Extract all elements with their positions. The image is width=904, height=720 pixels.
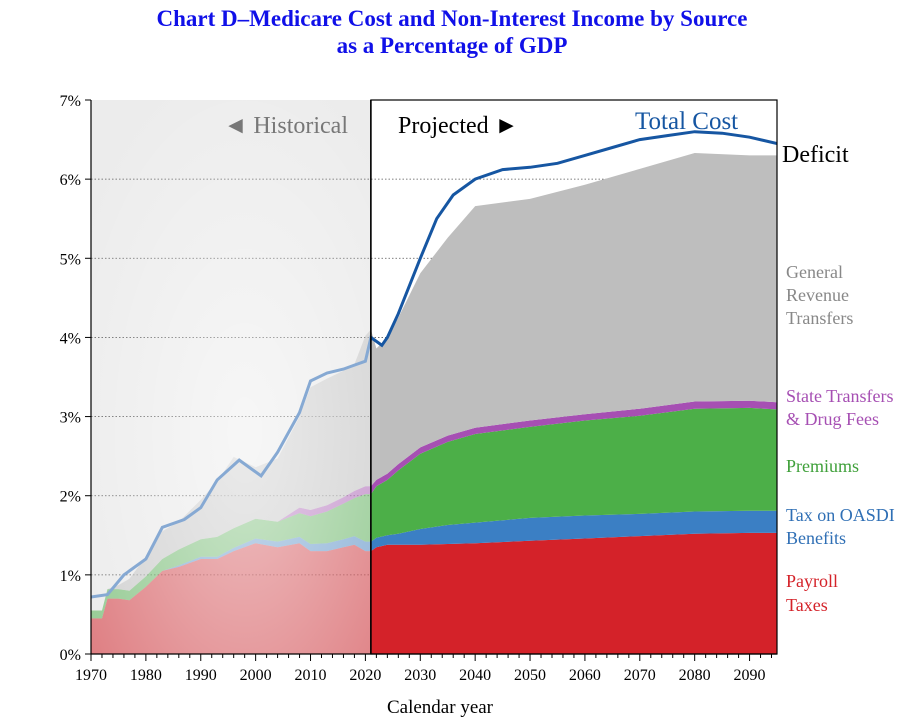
state-transfers-label-line1: State Transfers	[786, 386, 894, 406]
x-tick-label: 2020	[349, 667, 381, 684]
x-tick-label: 1980	[130, 667, 162, 684]
general-revenue-label: General Revenue Transfers	[786, 262, 853, 328]
total-cost-line-historical	[91, 334, 371, 599]
x-tick-label: 2080	[679, 667, 711, 684]
area-tax-on-oasdi-benefits-projected	[370, 510, 777, 552]
x-tick-label: 2040	[459, 667, 491, 684]
x-tick-label: 2000	[240, 667, 272, 684]
y-ticks: 0% 1% 2% 3% 4% 5% 6% 7%	[60, 93, 91, 664]
total-cost-label: Total Cost	[635, 108, 738, 135]
x-axis-label: Calendar year	[387, 697, 494, 718]
oasdi-label-line2: Benefits	[786, 528, 846, 548]
chart-title: Chart D–Medicare Cost and Non-Interest I…	[0, 5, 904, 59]
area-premiums-projected	[370, 407, 777, 542]
area-state-transfers-drug-fees-projected	[370, 400, 777, 495]
historical-region-shading	[91, 100, 371, 654]
area-payroll-taxes-projected	[370, 532, 777, 654]
general-revenue-label-line3: Transfers	[786, 308, 853, 328]
x-tick-label: 2090	[734, 667, 766, 684]
general-revenue-label-line2: Revenue	[786, 285, 849, 305]
area-general-revenue-transfers-projected	[370, 153, 777, 487]
state-transfers-label-line2: & Drug Fees	[786, 409, 879, 429]
y-tick-label: 4%	[60, 330, 81, 347]
deficit-label: Deficit	[782, 142, 849, 168]
historical-label: ◄ Historical	[224, 113, 349, 139]
y-tick-label: 6%	[60, 172, 81, 189]
y-tick-label: 0%	[60, 647, 81, 664]
premiums-label-line1: Premiums	[786, 456, 859, 476]
x-tick-label: 2030	[404, 667, 436, 684]
chart-title-line1: Chart D–Medicare Cost and Non-Interest I…	[156, 6, 748, 31]
y-tick-label: 2%	[60, 489, 81, 506]
y-tick-label: 3%	[60, 410, 81, 427]
total-cost-line	[370, 130, 777, 348]
x-tick-label: 1990	[185, 667, 217, 684]
oasdi-label-line1: Tax on OASDI	[786, 505, 895, 525]
x-tick-label: 2060	[569, 667, 601, 684]
chart-title-line2: as a Percentage of GDP	[336, 33, 568, 58]
payroll-label-line2: Taxes	[786, 595, 828, 615]
oasdi-label: Tax on OASDI Benefits	[786, 505, 895, 548]
y-tick-label: 7%	[60, 93, 81, 110]
x-tick-label: 2070	[624, 667, 656, 684]
x-tick-label: 2010	[295, 667, 327, 684]
payroll-label-line1: Payroll	[786, 571, 838, 591]
projected-label: Projected ►	[398, 113, 518, 139]
state-transfers-label: State Transfers & Drug Fees	[786, 386, 894, 429]
y-tick-label: 5%	[60, 251, 81, 268]
general-revenue-label-line1: General	[786, 262, 843, 282]
x-tick-label: 1970	[75, 667, 107, 684]
premiums-label: Premiums	[786, 456, 859, 476]
y-tick-label: 1%	[60, 568, 81, 585]
payroll-label: Payroll Taxes	[786, 571, 838, 615]
x-tick-label: 2050	[514, 667, 546, 684]
x-ticks: 1970 1980 1990 2000 2010 2020 2030 2040 2050 2060…	[75, 654, 773, 684]
